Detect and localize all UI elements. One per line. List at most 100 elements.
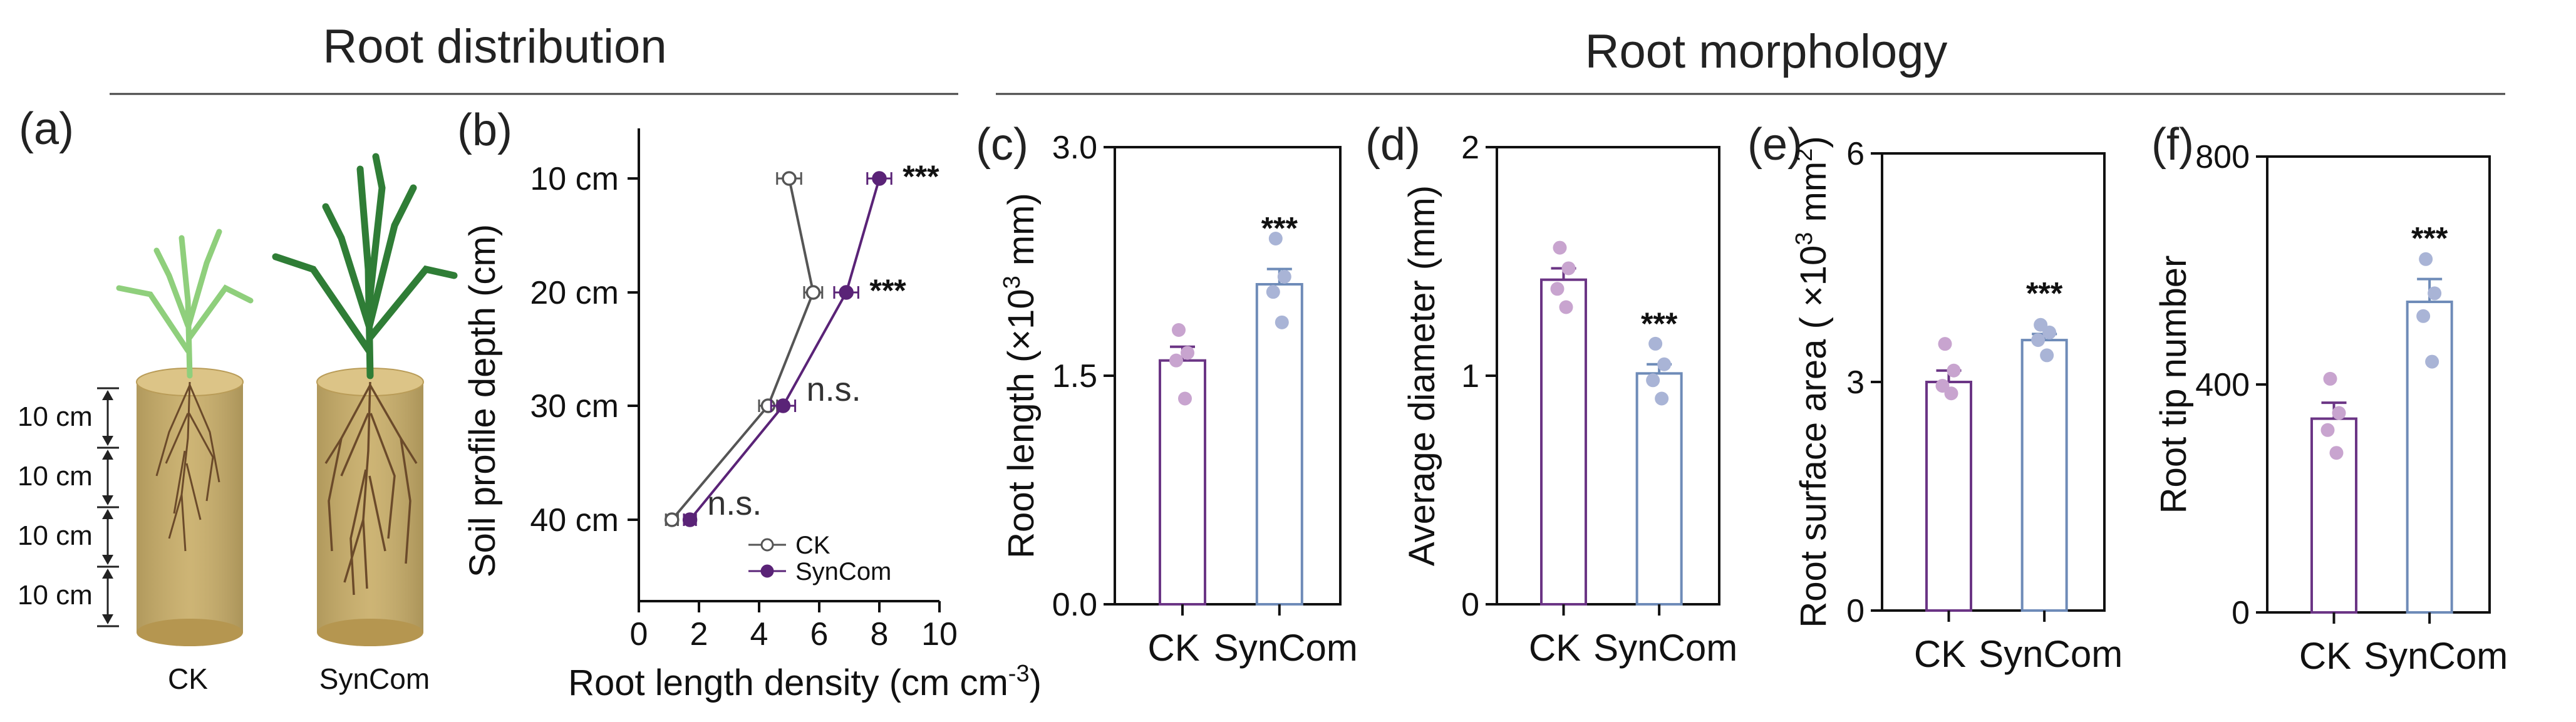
panel-d-frame bbox=[1496, 146, 1720, 606]
panel-f-ylabel: Root tip number bbox=[2153, 255, 2194, 514]
b-point-ck bbox=[805, 285, 821, 300]
panel-e-data-point bbox=[2042, 325, 2057, 339]
panel-e-data-point bbox=[2040, 348, 2054, 363]
panel-e-data-point bbox=[1944, 386, 1958, 401]
header-root-distribution: Root distribution bbox=[323, 20, 666, 73]
b-significance: *** bbox=[903, 159, 939, 194]
b-legend-label-ck: CK bbox=[795, 532, 830, 559]
panel-c: (c) 0.0 1.5 3.0 Root length (×103 mm) CK SynCo… bbox=[976, 120, 1358, 669]
panel-f-data-point bbox=[2323, 371, 2337, 386]
panel-d-bar-syncom bbox=[1635, 372, 1683, 606]
panel-f-frame bbox=[2266, 155, 2491, 614]
panel-e-category-label: CK bbox=[1914, 633, 1966, 675]
panel-d-label: (d) bbox=[1365, 120, 1420, 170]
panel-d-data-point bbox=[1655, 391, 1669, 406]
panel-f-category-label: CK bbox=[2299, 635, 2351, 677]
panel-f-data-point bbox=[2428, 286, 2442, 301]
panel-b-ylabel: Soil profile depth (cm) bbox=[462, 224, 503, 577]
b-significance: n.s. bbox=[807, 371, 861, 408]
b-ytick-label: 10 cm bbox=[530, 161, 619, 197]
b-xtick-label: 6 bbox=[810, 616, 829, 652]
b-point-ck bbox=[665, 512, 680, 527]
panel-f-data-point bbox=[2419, 252, 2433, 266]
treatment-label-syncom: SynCom bbox=[319, 663, 430, 695]
panel-e-ytick-label: 0 bbox=[1846, 593, 1865, 629]
panel-d-ylabel: Average diameter (mm) bbox=[1402, 185, 1442, 566]
panel-d-ytick-label: 2 bbox=[1461, 130, 1479, 166]
depth-label-1: 10 cm bbox=[18, 401, 93, 432]
panel-e-ytick-label: 6 bbox=[1846, 136, 1865, 172]
b-point-syncom bbox=[682, 512, 698, 527]
depth-arrows bbox=[102, 390, 113, 624]
panel-c-data-point bbox=[1277, 269, 1291, 284]
panel-d-data-point bbox=[1553, 240, 1567, 255]
b-series-line-ck bbox=[671, 178, 815, 521]
b-xtick-label: 0 bbox=[630, 616, 648, 652]
panel-e: (e) 0 3 6 Root surface area ( ×103 mm2) CK Syn… bbox=[1747, 120, 2123, 675]
panel-f-data-point bbox=[2416, 309, 2431, 323]
panel-e-bar-syncom bbox=[2020, 339, 2068, 612]
panel-c-category-label: SynCom bbox=[1214, 627, 1358, 669]
b-point-ck bbox=[782, 171, 797, 186]
b-ytick-label: 20 cm bbox=[530, 275, 619, 311]
depth-label-4: 10 cm bbox=[18, 580, 93, 611]
panel-e-category-label: SynCom bbox=[1979, 633, 2123, 675]
panel-e-frame bbox=[1881, 152, 2106, 612]
panel-f-ytick-label: 0 bbox=[2232, 595, 2250, 631]
panel-e-data-point bbox=[1938, 337, 1952, 351]
panel-c-data-point bbox=[1275, 315, 1289, 329]
b-series-line-syncom bbox=[689, 178, 881, 521]
panel-a-label: (a) bbox=[19, 104, 74, 154]
panel-c-ytick-label: 3.0 bbox=[1052, 130, 1097, 166]
panel-c-data-point bbox=[1266, 285, 1280, 299]
panel-b-label: (b) bbox=[457, 105, 512, 155]
b-ytick-label: 40 cm bbox=[530, 502, 619, 539]
panel-c-frame bbox=[1114, 146, 1342, 606]
panel-c-data-point bbox=[1268, 232, 1283, 245]
panel-f-ytick-label: 800 bbox=[2195, 139, 2250, 175]
b-legend-label-syncom: SynCom bbox=[795, 558, 891, 585]
treatment-label-ck: CK bbox=[168, 663, 208, 695]
panel-d: (d) 0 1 2 Average diameter (mm) CK SynCom *** bbox=[1365, 120, 1737, 669]
depth-scale bbox=[97, 387, 119, 627]
panel-d-bar-ck bbox=[1540, 278, 1587, 606]
panel-b: (b) Soil profile depth (cm) Root length … bbox=[457, 105, 1042, 703]
panel-f-label: (f) bbox=[2151, 120, 2194, 170]
panel-c-data-point bbox=[1181, 346, 1194, 360]
panel-f-ytick-label: 400 bbox=[2195, 367, 2250, 403]
b-point-syncom bbox=[872, 171, 887, 186]
panel-c-data-point bbox=[1169, 353, 1183, 368]
panel-c-ytick-label: 1.5 bbox=[1052, 358, 1097, 395]
panel-c-significance: *** bbox=[1261, 211, 1298, 246]
depth-label-3: 10 cm bbox=[18, 520, 93, 551]
panel-c-data-point bbox=[1178, 391, 1192, 406]
panel-d-category-label: SynCom bbox=[1593, 627, 1737, 669]
panel-d-data-point bbox=[1561, 261, 1576, 276]
panel-d-significance: *** bbox=[1641, 306, 1678, 341]
syncom-soil-column bbox=[272, 153, 458, 646]
b-xtick-label: 4 bbox=[750, 616, 768, 652]
panel-c-data-point bbox=[1172, 323, 1186, 337]
b-ytick-label: 30 cm bbox=[530, 388, 619, 425]
panel-e-data-point bbox=[2031, 333, 2046, 348]
panel-c-ytick-label: 0.0 bbox=[1052, 587, 1097, 623]
depth-label-2: 10 cm bbox=[18, 461, 93, 492]
panel-f-category-label: SynCom bbox=[2364, 635, 2508, 677]
b-significance: *** bbox=[869, 273, 906, 308]
panel-f-significance: *** bbox=[2411, 221, 2448, 256]
panel-f-bar-syncom bbox=[2406, 301, 2453, 614]
panel-d-ytick-label: 1 bbox=[1461, 358, 1479, 395]
b-point-syncom bbox=[775, 398, 791, 413]
panel-d-data-point bbox=[1550, 282, 1565, 296]
header-root-morphology: Root morphology bbox=[1585, 25, 1948, 78]
panel-f-data-point bbox=[2329, 446, 2344, 460]
panel-e-label: (e) bbox=[1747, 120, 1803, 170]
panel-c-label: (c) bbox=[976, 120, 1028, 170]
panel-f-data-point bbox=[2425, 354, 2439, 369]
panel-d-data-point bbox=[1648, 336, 1663, 351]
b-xtick-label: 8 bbox=[871, 616, 889, 652]
panel-d-data-point bbox=[1559, 300, 1573, 314]
panel-d-ytick-label: 0 bbox=[1461, 587, 1479, 623]
b-xtick-label: 10 bbox=[921, 616, 958, 652]
